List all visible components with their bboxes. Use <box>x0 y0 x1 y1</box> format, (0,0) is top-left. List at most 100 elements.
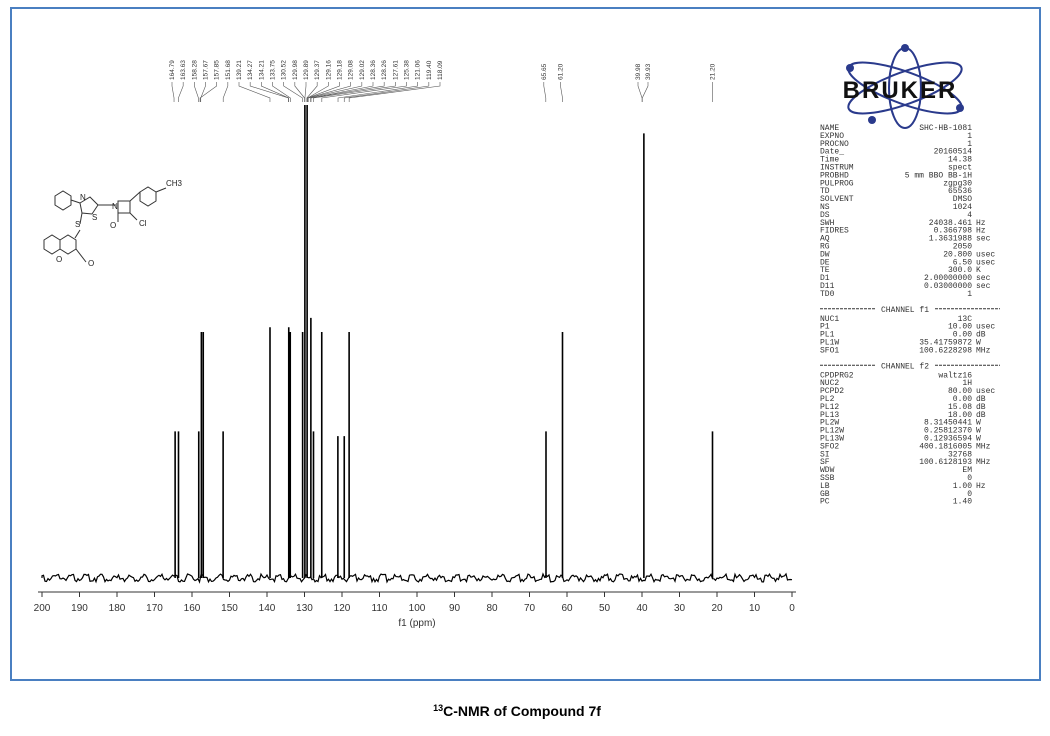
param-value: spect <box>948 164 972 173</box>
param-value: 0 <box>967 490 972 499</box>
param-name: GB <box>820 490 830 499</box>
param-value: DMSO <box>953 195 972 204</box>
peak-label: 129.08 <box>348 60 355 80</box>
param-value: 1.40 <box>953 498 972 507</box>
peak-label-leader <box>337 82 418 102</box>
peak-label: 164.79 <box>169 60 176 80</box>
atom-label: N <box>80 193 86 202</box>
peak-label-leader <box>306 82 318 102</box>
peak-label: 157.85 <box>214 60 221 80</box>
param-value: 20160514 <box>934 148 973 157</box>
param-name: NS <box>820 203 830 212</box>
param-name: PC <box>820 498 830 507</box>
param-value: EM <box>962 466 972 475</box>
param-value: 0.366798 <box>934 227 973 236</box>
param-name: PROBHD <box>820 171 849 180</box>
param-name: DS <box>820 211 830 220</box>
param-value: 0.25812370 <box>924 427 972 436</box>
param-name: PL2 <box>820 395 835 404</box>
param-name: D11 <box>820 282 835 291</box>
atom-label: O <box>110 221 116 230</box>
peak-label-leader <box>238 82 271 102</box>
logo-text: BRUKER <box>843 77 958 104</box>
x-tick-label: 100 <box>409 603 426 614</box>
param-value: 2.00000000 <box>924 274 972 283</box>
param-name: SWH <box>820 219 835 228</box>
param-name: NAME <box>820 124 839 133</box>
atom-labels: N S N O Cl CH3 S O O <box>56 179 183 268</box>
param-name: PULPROG <box>820 179 854 188</box>
param-unit: dB <box>976 411 986 420</box>
param-value: 0.00 <box>953 395 972 404</box>
param-name: LB <box>820 482 830 491</box>
param-name: DE <box>820 258 830 267</box>
param-name: SF <box>820 458 830 467</box>
param-value: 32768 <box>948 450 972 459</box>
atom-label: S <box>75 220 80 229</box>
x-tick-label: 200 <box>34 603 51 614</box>
x-tick-label: 40 <box>636 603 648 614</box>
bruker-logo: BRUKER <box>843 44 964 129</box>
x-axis-label: f1 (ppm) <box>398 618 435 629</box>
param-name: DW <box>820 250 830 259</box>
param-unit: dB <box>976 403 986 412</box>
param-value: 400.1816005 <box>919 442 972 451</box>
param-unit: dB <box>976 331 986 340</box>
x-tick-label: 180 <box>109 603 126 614</box>
param-name: FIDRES <box>820 227 849 236</box>
peak-label-leader <box>178 82 184 102</box>
caption-text: C-NMR of Compound 7f <box>443 703 601 719</box>
param-name: NUC1 <box>820 315 839 324</box>
atom-label: CH3 <box>166 179 183 188</box>
param-value: 0.03000000 <box>924 282 972 291</box>
param-unit: sec <box>976 282 991 291</box>
x-tick-label: 70 <box>524 603 536 614</box>
peak-label: 21.20 <box>710 63 717 80</box>
param-unit: W <box>976 339 981 348</box>
peak-label-leader <box>307 82 340 102</box>
param-value: 1 <box>967 132 972 141</box>
param-unit: usec <box>976 250 995 259</box>
param-name: PL13W <box>820 435 844 444</box>
param-value: 24038.461 <box>929 219 972 228</box>
param-value: 5 mm BBO BB-1H <box>905 171 972 180</box>
atom-label: N <box>112 202 118 211</box>
param-value: 1.00 <box>953 482 972 491</box>
param-name: SOLVENT <box>820 195 854 204</box>
atom-label: O <box>56 255 62 264</box>
peak-label: 118.09 <box>437 60 444 80</box>
param-name: AQ <box>820 235 830 244</box>
x-tick-label: 30 <box>674 603 686 614</box>
peak-label: 39.93 <box>645 63 652 80</box>
peak-label: 121.06 <box>415 60 422 80</box>
param-value: 300.0 <box>948 266 972 275</box>
peak-label: 61.20 <box>558 63 565 80</box>
param-unit: MHz <box>976 442 991 451</box>
peak-label-leader <box>348 82 441 102</box>
param-unit: usec <box>976 258 995 267</box>
param-value: 1.3631988 <box>929 235 972 244</box>
param-value: waltz16 <box>938 371 972 380</box>
param-name: PL12W <box>820 427 844 436</box>
param-value: 14.38 <box>948 156 972 165</box>
peak-label: 128.26 <box>381 60 388 80</box>
param-value: 65536 <box>948 187 972 196</box>
peak-label-leader <box>641 82 649 102</box>
atom-label: Cl <box>139 219 147 228</box>
param-unit: W <box>976 427 981 436</box>
peak-label-leader <box>200 82 206 102</box>
param-value: 18.00 <box>948 411 972 420</box>
param-value: 80.00 <box>948 387 972 396</box>
peak-label: 151.68 <box>225 60 232 80</box>
param-name: TE <box>820 266 830 275</box>
param-value: SHC-HB-1081 <box>919 124 972 133</box>
x-tick-label: 0 <box>789 603 795 614</box>
peak-label: 127.61 <box>392 60 399 80</box>
peak-label-leader <box>222 82 229 102</box>
peak-label: 134.27 <box>247 60 254 80</box>
caption-superscript: 13 <box>433 703 443 713</box>
param-unit: sec <box>976 274 991 283</box>
x-tick-label: 170 <box>146 603 163 614</box>
peak-label: 129.02 <box>359 60 366 80</box>
peak-label-leader <box>560 82 563 102</box>
